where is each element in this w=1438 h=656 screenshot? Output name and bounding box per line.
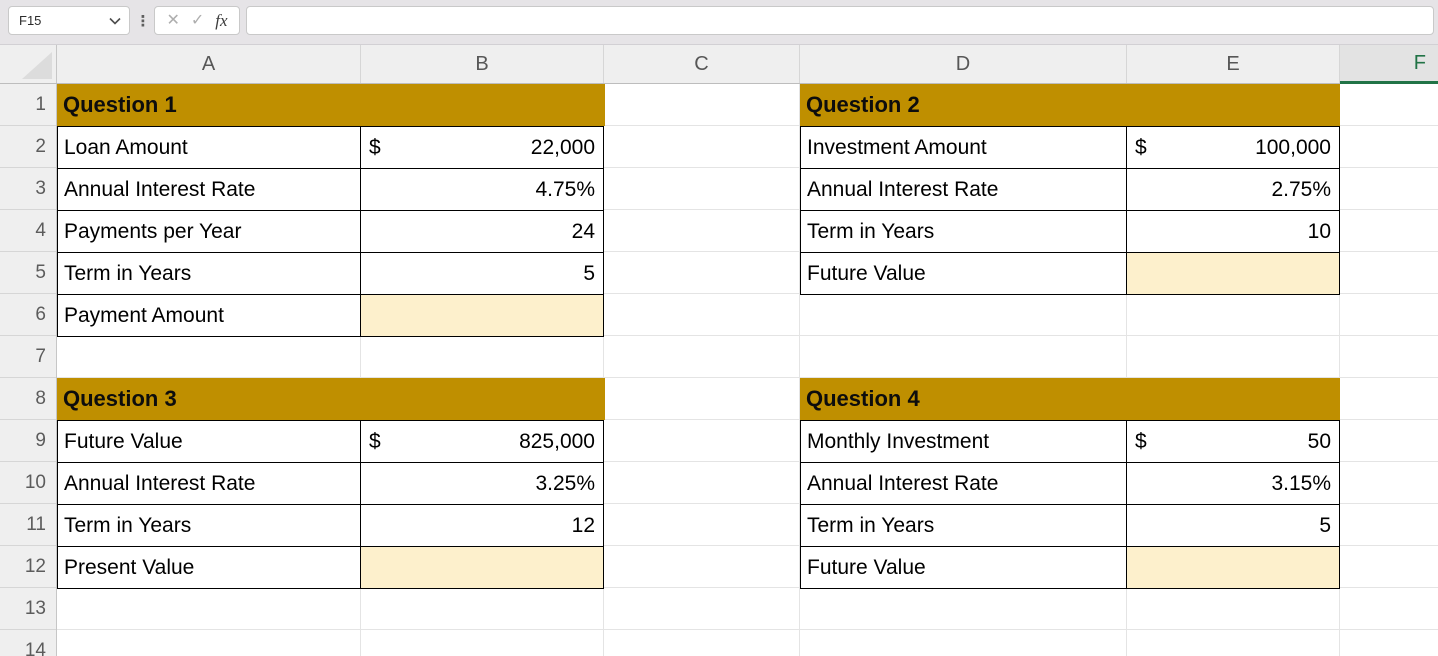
name-box[interactable]: F15 — [8, 6, 130, 35]
cell-value: 3.25% — [535, 471, 595, 495]
cell-b12-answer-input[interactable] — [361, 547, 604, 589]
cell-a10-label[interactable]: Annual Interest Rate — [58, 463, 361, 505]
question-3-table: Future Value $ 825,000 Annual Interest R… — [57, 420, 604, 589]
gridline — [360, 84, 361, 656]
cell-value: 22,000 — [530, 135, 595, 159]
cell-a6-label[interactable]: Payment Amount — [58, 295, 361, 337]
question-3-title[interactable]: Question 3 — [57, 378, 605, 420]
row-header-5[interactable]: 5 — [0, 252, 56, 294]
cell-d11-label[interactable]: Term in Years — [801, 505, 1127, 547]
cell-b2-value[interactable]: $ 22,000 — [361, 127, 604, 169]
cell-b3-value[interactable]: 4.75% — [361, 169, 604, 211]
row-header-12[interactable]: 12 — [0, 546, 56, 588]
cell-d2-label[interactable]: Investment Amount — [801, 127, 1127, 169]
column-header-e[interactable]: E — [1127, 45, 1340, 83]
insert-function-icon[interactable]: fx — [215, 10, 228, 30]
cell-d9-label[interactable]: Monthly Investment — [801, 421, 1127, 463]
select-all-triangle-icon — [22, 52, 52, 79]
cell-a9-label[interactable]: Future Value — [58, 421, 361, 463]
row-header-8[interactable]: 8 — [0, 378, 56, 420]
row-header-10[interactable]: 10 — [0, 462, 56, 504]
question-4-title[interactable]: Question 4 — [800, 378, 1340, 420]
row-header-13[interactable]: 13 — [0, 588, 56, 630]
cell-d4-label[interactable]: Term in Years — [801, 211, 1127, 253]
column-header-b[interactable]: B — [361, 45, 604, 83]
cell-value: 5 — [583, 261, 595, 285]
cell-a5-label[interactable]: Term in Years — [58, 253, 361, 295]
cell-b6-answer-input[interactable] — [361, 295, 604, 337]
name-box-value: F15 — [19, 13, 42, 28]
question-2-table: Investment Amount $ 100,000 Annual Inter… — [800, 126, 1340, 295]
cell-value: 5 — [1319, 513, 1331, 537]
cell-a11-label[interactable]: Term in Years — [58, 505, 361, 547]
cell-value: 50 — [1307, 429, 1331, 453]
question-4-table: Monthly Investment $ 50 Annual Interest … — [800, 420, 1340, 589]
row-header-1[interactable]: 1 — [0, 84, 56, 126]
cell-d3-label[interactable]: Annual Interest Rate — [801, 169, 1127, 211]
row-header-4[interactable]: 4 — [0, 210, 56, 252]
row-header-column: 1 2 3 4 5 6 7 8 9 10 11 12 13 14 — [0, 84, 57, 656]
row-header-11[interactable]: 11 — [0, 504, 56, 546]
cell-d10-label[interactable]: Annual Interest Rate — [801, 463, 1127, 505]
cell-e9-value[interactable]: $ 50 — [1127, 421, 1340, 463]
gridline — [1126, 84, 1127, 656]
row-header-2[interactable]: 2 — [0, 126, 56, 168]
cell-a3-label[interactable]: Annual Interest Rate — [58, 169, 361, 211]
cell-value: 24 — [571, 219, 595, 243]
cell-e2-value[interactable]: $ 100,000 — [1127, 127, 1340, 169]
gridline — [603, 84, 604, 656]
currency-symbol: $ — [369, 135, 381, 159]
question-1-title[interactable]: Question 1 — [57, 84, 605, 126]
question-1-table: Loan Amount $ 22,000 Annual Interest Rat… — [57, 126, 604, 337]
cell-d12-label[interactable]: Future Value — [801, 547, 1127, 589]
row-header-9[interactable]: 9 — [0, 420, 56, 462]
question-2-title[interactable]: Question 2 — [800, 84, 1340, 126]
row-header-6[interactable]: 6 — [0, 294, 56, 336]
cell-e5-answer-input[interactable] — [1127, 253, 1340, 295]
formula-input[interactable] — [246, 6, 1434, 35]
row-header-3[interactable]: 3 — [0, 168, 56, 210]
cell-b5-value[interactable]: 5 — [361, 253, 604, 295]
currency-symbol: $ — [369, 429, 381, 453]
column-header-d[interactable]: D — [800, 45, 1127, 83]
cell-b4-value[interactable]: 24 — [361, 211, 604, 253]
chevron-down-icon[interactable] — [109, 17, 121, 25]
gridline — [799, 84, 800, 656]
cancel-icon[interactable]: ✕ — [166, 11, 180, 29]
column-header-a[interactable]: A — [57, 45, 361, 83]
column-header-c[interactable]: C — [604, 45, 800, 83]
enter-icon[interactable]: ✓ — [190, 11, 205, 29]
formula-controls: ✕ ✓ fx — [154, 6, 240, 35]
cell-e12-answer-input[interactable] — [1127, 547, 1340, 589]
cell-value: 2.75% — [1271, 177, 1331, 201]
more-options-icon[interactable]: ⋮ — [135, 12, 151, 30]
cell-value: 3.15% — [1271, 471, 1331, 495]
cell-value: 12 — [571, 513, 595, 537]
cell-a12-label[interactable]: Present Value — [58, 547, 361, 589]
cell-a4-label[interactable]: Payments per Year — [58, 211, 361, 253]
gridline — [1339, 84, 1340, 656]
formula-bar: F15 ⋮ ✕ ✓ fx — [0, 0, 1438, 45]
cell-b11-value[interactable]: 12 — [361, 505, 604, 547]
cell-value: 825,000 — [519, 429, 595, 453]
cell-value: 4.75% — [535, 177, 595, 201]
row-header-7[interactable]: 7 — [0, 336, 56, 378]
cell-b9-value[interactable]: $ 825,000 — [361, 421, 604, 463]
cell-a2-label[interactable]: Loan Amount — [58, 127, 361, 169]
column-header-f-selected[interactable]: F — [1340, 45, 1438, 84]
row-header-14[interactable]: 14 — [0, 630, 56, 656]
cell-b10-value[interactable]: 3.25% — [361, 463, 604, 505]
cell-d5-label[interactable]: Future Value — [801, 253, 1127, 295]
select-all-button[interactable] — [0, 45, 57, 83]
currency-symbol: $ — [1135, 135, 1147, 159]
cell-e11-value[interactable]: 5 — [1127, 505, 1340, 547]
cell-value: 10 — [1307, 219, 1331, 243]
cell-value: 100,000 — [1255, 135, 1331, 159]
currency-symbol: $ — [1135, 429, 1147, 453]
cell-e3-value[interactable]: 2.75% — [1127, 169, 1340, 211]
column-header-row: A B C D E F — [0, 45, 1438, 84]
cell-e4-value[interactable]: 10 — [1127, 211, 1340, 253]
cell-e10-value[interactable]: 3.15% — [1127, 463, 1340, 505]
